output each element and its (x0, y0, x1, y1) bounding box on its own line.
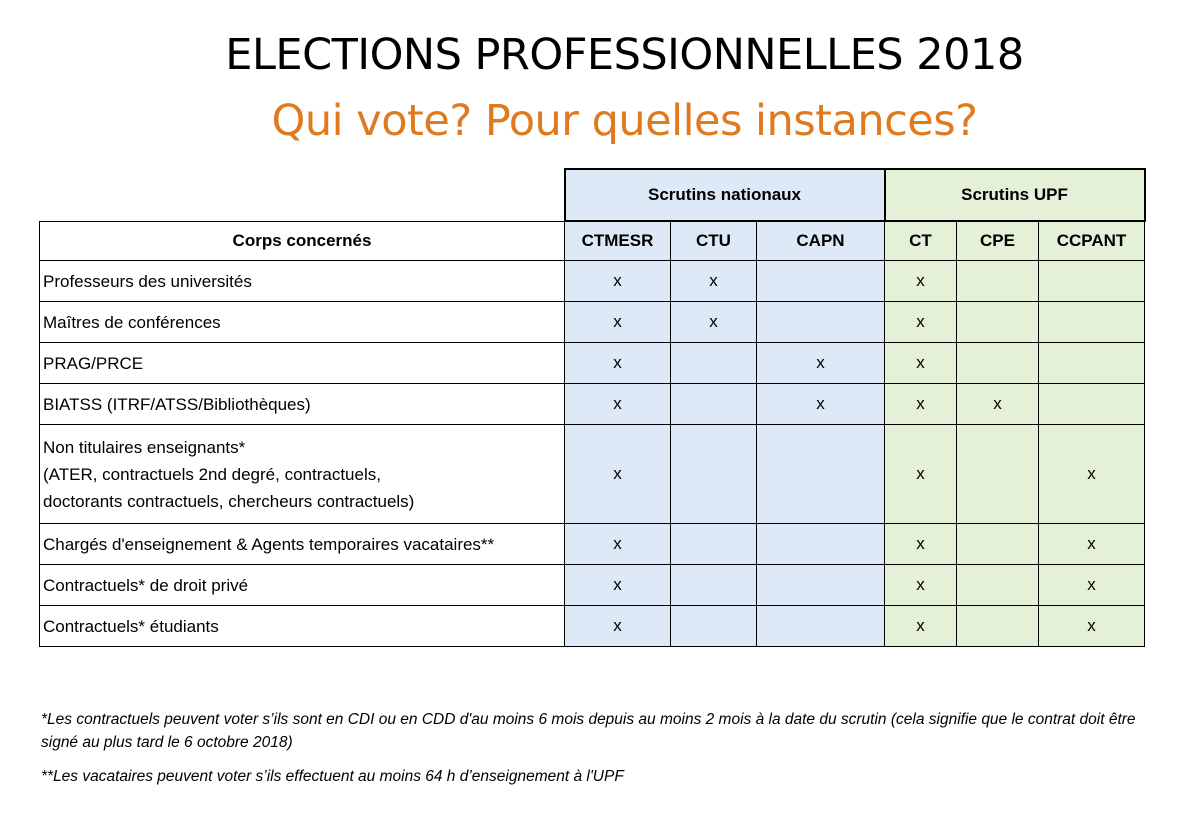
col-header-ctmesr: CTMESR (564, 220, 671, 261)
cell-ctu (670, 605, 757, 647)
cell-ctmesr: x (564, 523, 671, 565)
col-header-ctu: CTU (670, 220, 757, 261)
corps-label: Contractuels* de droit privé (39, 564, 565, 606)
corps-label-line: PRAG/PRCE (43, 353, 144, 373)
cell-ccpant (1038, 383, 1145, 425)
col-header-ct: CT (884, 220, 957, 261)
cell-ct: x (884, 342, 957, 384)
corps-label: Chargés d'enseignement & Agents temporai… (39, 523, 565, 565)
page-subtitle: Qui vote? Pour quelles instances? (271, 96, 978, 146)
table-row: Contractuels* étudiants x x x (39, 605, 1145, 647)
corps-label: BIATSS (ITRF/ATSS/Bibliothèques) (39, 383, 565, 425)
cell-ctmesr: x (564, 260, 671, 302)
corps-label: Non titulaires enseignants* (ATER, contra… (39, 424, 565, 524)
col-header-cpe: CPE (956, 220, 1039, 261)
cell-ct: x (884, 564, 957, 606)
cell-cpe (956, 424, 1039, 524)
cell-ctmesr: x (564, 342, 671, 384)
cell-cpe (956, 342, 1039, 384)
cell-ctu (670, 523, 757, 565)
corps-label: Contractuels* étudiants (39, 605, 565, 647)
table-row: BIATSS (ITRF/ATSS/Bibliothèques) x x x x (39, 383, 1145, 425)
cell-ccpant: x (1038, 605, 1145, 647)
corps-label: PRAG/PRCE (39, 342, 565, 384)
footnote-contractuels: *Les contractuels peuvent voter s’ils so… (41, 711, 1136, 751)
cell-ct: x (884, 424, 957, 524)
col-header-ccpant: CCPANT (1038, 220, 1145, 261)
cell-capn (756, 523, 885, 565)
cell-ct: x (884, 523, 957, 565)
cell-cpe (956, 523, 1039, 565)
cell-ccpant (1038, 342, 1145, 384)
table-row: PRAG/PRCE x x x (39, 342, 1145, 384)
table-row: Maîtres de conférences x x x (39, 301, 1145, 343)
cell-ct: x (884, 260, 957, 302)
corps-label-line: Chargés d'enseignement & Agents temporai… (43, 534, 495, 554)
col-header-corps: Corps concernés (39, 220, 565, 261)
page-title: ELECTIONS PROFESSIONNELLES 2018 (225, 30, 1024, 80)
cell-ct: x (884, 301, 957, 343)
voting-table: Scrutins nationaux Scrutins UPF Corps co… (39, 168, 1146, 647)
cell-ctu (670, 424, 757, 524)
cell-cpe (956, 260, 1039, 302)
cell-ct: x (884, 605, 957, 647)
corps-label-line: BIATSS (ITRF/ATSS/Bibliothèques) (43, 394, 311, 414)
cell-ctmesr: x (564, 383, 671, 425)
cell-ccpant (1038, 260, 1145, 302)
cell-cpe: x (956, 383, 1039, 425)
cell-ctmesr: x (564, 424, 671, 524)
cell-ccpant (1038, 301, 1145, 343)
corps-label-line: Non titulaires enseignants* (43, 437, 246, 457)
corps-label-line: Professeurs des universités (43, 271, 252, 291)
table-row: Professeurs des universités x x x (39, 260, 1145, 302)
cell-ctmesr: x (564, 564, 671, 606)
group-upf: Scrutins UPF (883, 168, 1146, 222)
cell-ctu (670, 342, 757, 384)
footnotes: *Les contractuels peuvent voter s’ils so… (41, 708, 1161, 788)
cell-capn (756, 260, 885, 302)
cell-capn (756, 301, 885, 343)
cell-ctu: x (670, 260, 757, 302)
col-header-capn: CAPN (756, 220, 885, 261)
corps-label-line: Contractuels* étudiants (43, 616, 219, 636)
corps-label-line: Contractuels* de droit privé (43, 575, 249, 595)
cell-ctmesr: x (564, 301, 671, 343)
cell-capn: x (756, 383, 885, 425)
cell-ctu (670, 383, 757, 425)
cell-ctu (670, 564, 757, 606)
cell-capn (756, 424, 885, 524)
group-national: Scrutins nationaux (563, 168, 886, 222)
cell-ccpant: x (1038, 564, 1145, 606)
cell-capn: x (756, 342, 885, 384)
cell-cpe (956, 564, 1039, 606)
cell-ccpant: x (1038, 424, 1145, 524)
cell-capn (756, 564, 885, 606)
cell-ct: x (884, 383, 957, 425)
cell-ccpant: x (1038, 523, 1145, 565)
column-header-row: Corps concernés CTMESR CTU CAPN CT CPE C… (39, 220, 1145, 261)
table-row: Chargés d'enseignement & Agents temporai… (39, 523, 1145, 565)
corps-label: Professeurs des universités (39, 260, 565, 302)
table-row: Non titulaires enseignants* (ATER, contra… (39, 424, 1145, 524)
corps-label-line: (ATER, contractuels 2nd degré, contractu… (43, 464, 381, 484)
footnote-vacataires: **Les vacataires peuvent voter s’ils eff… (41, 768, 624, 785)
cell-ctu: x (670, 301, 757, 343)
cell-cpe (956, 605, 1039, 647)
corps-label-line: Maîtres de conférences (43, 312, 221, 332)
corps-label: Maîtres de conférences (39, 301, 565, 343)
cell-capn (756, 605, 885, 647)
cell-ctmesr: x (564, 605, 671, 647)
cell-cpe (956, 301, 1039, 343)
table-row: Contractuels* de droit privé x x x (39, 564, 1145, 606)
corps-label-line: doctorants contractuels, chercheurs cont… (43, 491, 415, 511)
group-header-row: Scrutins nationaux Scrutins UPF (39, 168, 1146, 222)
empty-corner (39, 169, 565, 222)
